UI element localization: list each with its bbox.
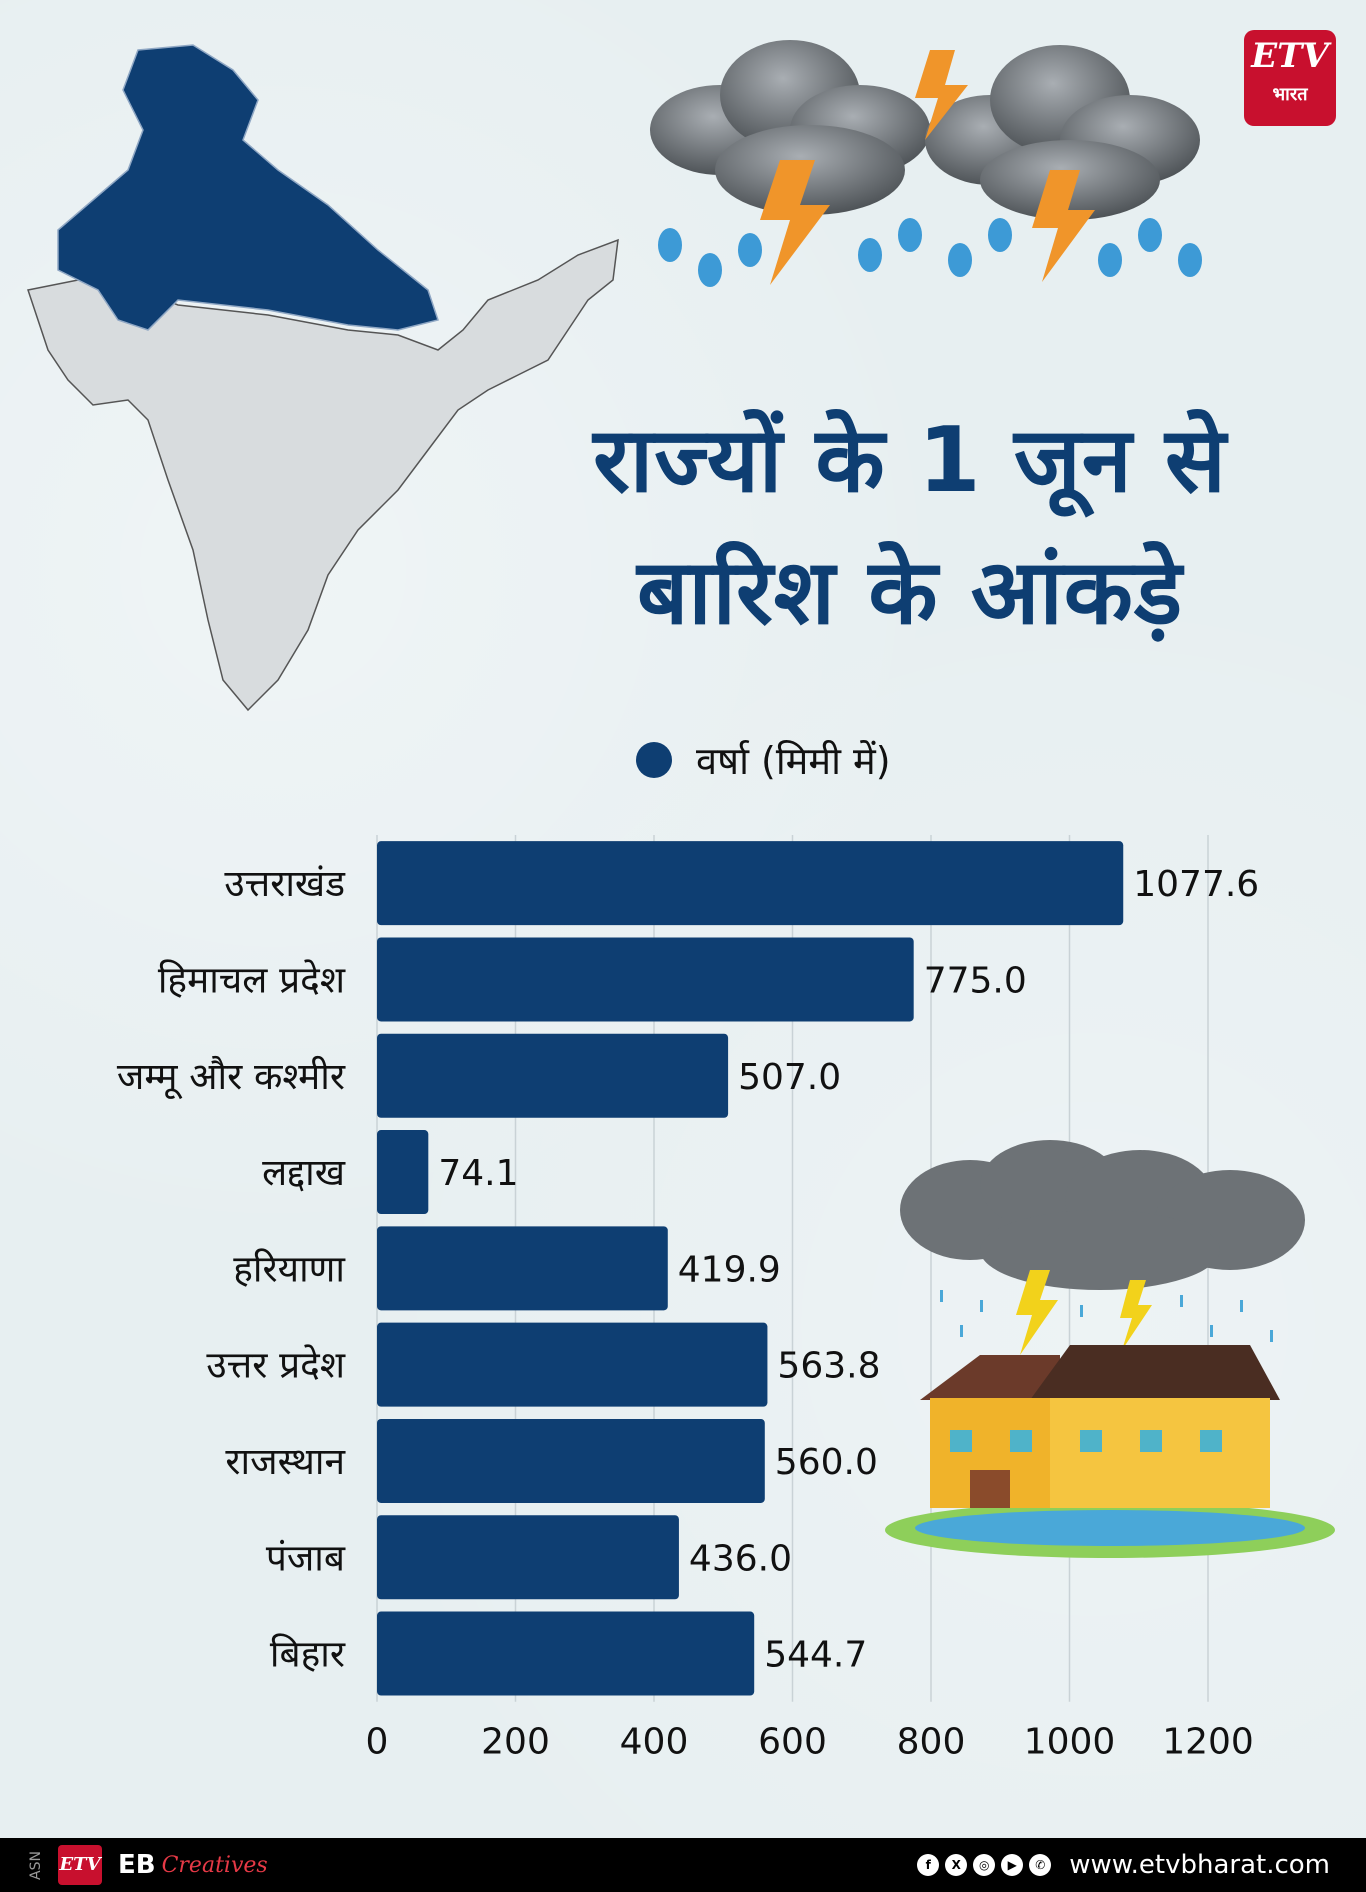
rain-clouds-illustration	[650, 40, 1202, 287]
category-label: लद्दाख	[262, 1151, 346, 1194]
category-label: उत्तर प्रदेश	[206, 1344, 345, 1387]
x-tick-label: 600	[758, 1722, 827, 1763]
storm-house-illustration	[885, 1140, 1335, 1558]
raindrop-icon	[658, 218, 1202, 287]
value-label: 775.0	[924, 960, 1027, 1001]
x-tick-label: 800	[897, 1722, 966, 1763]
footer-code: ASN	[28, 1850, 44, 1880]
x-tick-label: 200	[481, 1722, 550, 1763]
value-label: 544.7	[764, 1635, 867, 1676]
value-label: 507.0	[738, 1057, 841, 1098]
bar	[377, 1226, 668, 1311]
value-label: 436.0	[689, 1538, 792, 1579]
footer-logo: ETV	[58, 1845, 102, 1885]
legend-label: वर्षा (मिमी में)	[696, 739, 891, 783]
x-icon[interactable]: X	[945, 1854, 968, 1876]
category-label: हिमाचल प्रदेश	[158, 958, 346, 1001]
india-map	[27, 44, 619, 712]
lightning-icon	[1016, 1270, 1152, 1355]
facebook-icon[interactable]: f	[917, 1854, 940, 1876]
x-tick-label: 400	[620, 1722, 689, 1763]
category-label: उत्तराखंड	[224, 862, 346, 905]
bar	[377, 1322, 768, 1407]
bar	[377, 1611, 755, 1696]
legend-marker	[636, 742, 672, 778]
value-label: 560.0	[775, 1442, 878, 1483]
map-highlight-region	[57, 44, 439, 331]
x-tick-label: 0	[366, 1722, 389, 1763]
bar	[377, 1515, 679, 1600]
category-label: बिहार	[270, 1633, 346, 1676]
page-title: राज्यों के 1 जून से बारिश के आंकड़े	[520, 395, 1300, 659]
bar	[377, 1418, 765, 1503]
footer: ASN ETV EB Creatives f X ◎ ▶ ✆ www.etvbh…	[0, 1838, 1366, 1892]
youtube-icon[interactable]: ▶	[1001, 1854, 1024, 1876]
logo-brand: ETV	[1251, 36, 1329, 76]
footer-eb: EB	[118, 1850, 156, 1880]
house-icon	[920, 1345, 1280, 1508]
raindrop-icon	[940, 1290, 1273, 1342]
logo-sub: भारत	[1272, 84, 1308, 105]
map-gray-region	[27, 238, 619, 712]
bar	[377, 937, 914, 1022]
category-label: हरियाणा	[233, 1247, 346, 1290]
category-label: पंजाब	[266, 1536, 346, 1579]
storm-cloud-icon	[900, 1140, 1305, 1290]
category-label: जम्मू और कश्मीर	[117, 1055, 346, 1100]
bar	[377, 1130, 429, 1215]
instagram-icon[interactable]: ◎	[973, 1854, 996, 1876]
x-tick-label: 1000	[1024, 1722, 1116, 1763]
etv-bharat-logo: ETV भारत	[1244, 30, 1336, 126]
title-line-1: राज्यों के 1 जून से	[593, 408, 1227, 513]
value-label: 563.8	[777, 1346, 880, 1387]
website-link[interactable]: www.etvbharat.com	[1069, 1850, 1330, 1880]
category-label: राजस्थान	[225, 1440, 346, 1483]
bar	[377, 841, 1124, 926]
value-label: 1077.6	[1133, 864, 1259, 905]
chart-legend: वर्षा (मिमी में)	[636, 735, 891, 785]
social-icons: f X ◎ ▶ ✆	[917, 1854, 1052, 1876]
bar	[377, 1033, 729, 1118]
lightning-icon	[760, 50, 1095, 285]
x-tick-label: 1200	[1162, 1722, 1254, 1763]
footer-creatives: Creatives	[161, 1852, 268, 1878]
value-label: 74.1	[438, 1153, 518, 1194]
whatsapp-icon[interactable]: ✆	[1029, 1854, 1052, 1876]
title-line-2: बारिश के आंकड़े	[636, 540, 1184, 645]
value-label: 419.9	[678, 1249, 781, 1290]
